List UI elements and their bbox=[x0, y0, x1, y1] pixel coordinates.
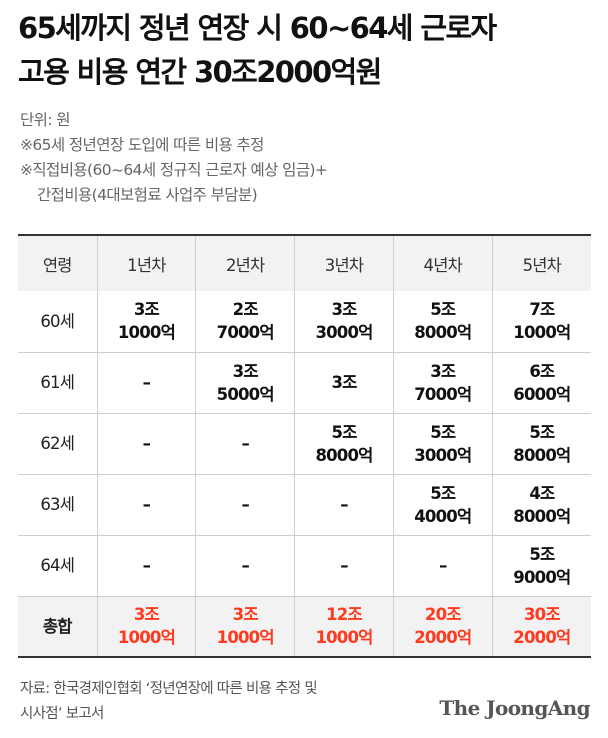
table-header-row: 연령 1년차 2년차 3년차 4년차 5년차 bbox=[18, 235, 591, 291]
header-age: 연령 bbox=[18, 235, 98, 291]
source-note: 자료: 한국경제인협회 ‘정년연장에 따른 비용 추정 및 시사점’ 보고서 bbox=[20, 677, 440, 727]
total-cell: 20조 2000억 bbox=[393, 596, 493, 657]
total-cell: 30조 2000억 bbox=[513, 605, 571, 648]
total-cell: 12조 1000억 bbox=[294, 596, 394, 657]
cost-cell: 5조 8000억 bbox=[513, 422, 571, 465]
cost-cell: – bbox=[294, 535, 394, 596]
table-row: 60세 3조 1000억 2조 7000억 3조 3000억 5조 8000억 … bbox=[18, 291, 591, 352]
cost-cell: – bbox=[195, 413, 296, 474]
cost-cell: 5조 4000억 bbox=[393, 474, 493, 535]
cost-cell: 3조 5000억 bbox=[195, 352, 296, 413]
header-year-2: 2년차 bbox=[195, 235, 296, 291]
cost-table: 연령 1년차 2년차 3년차 4년차 5년차 60세 3조 1000억 2조 7… bbox=[18, 234, 591, 658]
header-year-4: 4년차 bbox=[393, 235, 493, 291]
cost-cell: – bbox=[195, 474, 296, 535]
cost-cell: 3조 1000억 bbox=[97, 291, 197, 352]
table-row: 62세 – – 5조 8000억 5조 3000억 5조 8000억 bbox=[18, 413, 591, 474]
page-title: 65세까지 정년 연장 시 60~64세 근로자 고용 비용 연간 30조200… bbox=[18, 6, 598, 94]
cost-cell: 3조 3000억 bbox=[294, 291, 394, 352]
header-year-5: 5년차 bbox=[522, 255, 562, 275]
cost-cell: 5조 9000억 bbox=[513, 544, 571, 587]
title-line-1: 65세까지 정년 연장 시 60~64세 근로자 bbox=[18, 11, 497, 45]
age-cell: 61세 bbox=[18, 352, 98, 413]
unit-note: 단위: 원 bbox=[20, 111, 71, 129]
cost-cell: 3조 7000억 bbox=[393, 352, 493, 413]
cost-cell: – bbox=[97, 474, 197, 535]
notes: 단위: 원 ※65세 정년연장 도입에 따른 비용 추정 ※직접비용(60~64… bbox=[20, 108, 590, 208]
table-row: 63세 – – – 5조 4000억 4조 8000억 bbox=[18, 474, 591, 535]
cost-cell: – bbox=[294, 474, 394, 535]
table-row: 61세 – 3조 5000억 3조 3조 7000억 6조 6000억 bbox=[18, 352, 591, 413]
age-cell: 64세 bbox=[18, 535, 98, 596]
total-cell: 3조 1000억 bbox=[97, 596, 197, 657]
cost-cell: 5조 3000억 bbox=[393, 413, 493, 474]
cost-cell: – bbox=[97, 413, 197, 474]
cost-cell: 2조 7000억 bbox=[195, 291, 296, 352]
cost-cell: 4조 8000억 bbox=[513, 483, 571, 526]
age-cell: 62세 bbox=[18, 413, 98, 474]
cost-cell: 5조 8000억 bbox=[393, 291, 493, 352]
method-note: ※65세 정년연장 도입에 따른 비용 추정 bbox=[20, 136, 264, 154]
cost-cell: 7조 1000억 bbox=[513, 300, 571, 343]
total-label: 총합 bbox=[18, 596, 98, 657]
total-cell: 3조 1000억 bbox=[195, 596, 296, 657]
cost-cell: 6조 6000억 bbox=[513, 361, 571, 404]
source-line-2: 시사점’ 보고서 bbox=[20, 706, 104, 722]
title-line-2: 고용 비용 연간 30조2000억원 bbox=[18, 55, 382, 89]
table-row: 64세 – – – – 5조 9000억 bbox=[18, 535, 591, 596]
header-year-1: 1년차 bbox=[97, 235, 197, 291]
cost-cell: – bbox=[97, 535, 197, 596]
cost-cell: 5조 8000억 bbox=[294, 413, 394, 474]
cost-cell: 3조 bbox=[294, 352, 394, 413]
cost-note-line-2: 간접비용(4대보험료 사업주 부담분) bbox=[37, 186, 258, 204]
cost-cell: – bbox=[393, 535, 493, 596]
brand-logo: The JoongAng bbox=[439, 696, 590, 720]
cost-cell: – bbox=[195, 535, 296, 596]
cost-note-line-1: ※직접비용(60~64세 정규직 근로자 예상 임금)+ bbox=[20, 161, 328, 179]
cost-cell: – bbox=[97, 352, 197, 413]
total-row: 총합 3조 1000억 3조 1000억 12조 1000억 20조 2000억… bbox=[18, 596, 591, 657]
age-cell: 60세 bbox=[18, 291, 98, 352]
age-cell: 63세 bbox=[18, 474, 98, 535]
source-line-1: 자료: 한국경제인협회 ‘정년연장에 따른 비용 추정 및 bbox=[20, 681, 318, 697]
header-year-3: 3년차 bbox=[294, 235, 394, 291]
